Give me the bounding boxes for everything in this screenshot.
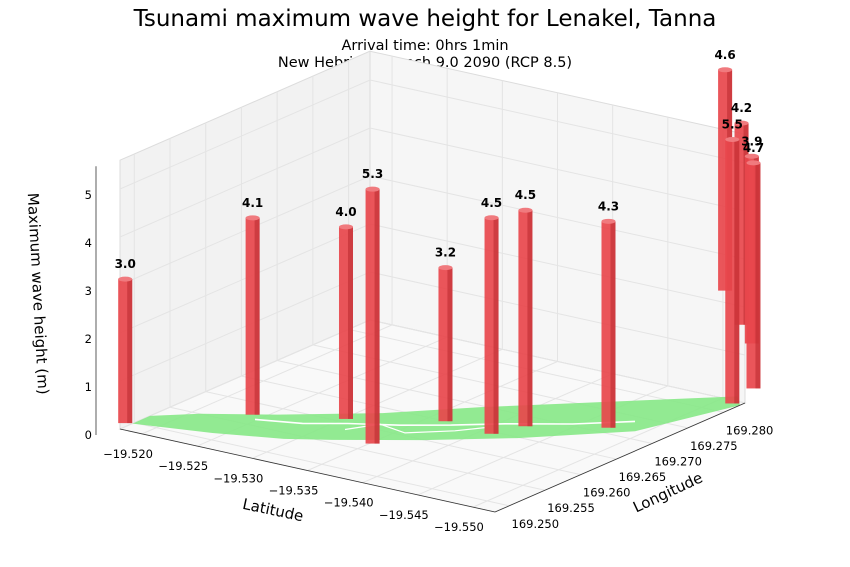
- bar-top-4: [438, 265, 453, 271]
- bar-top-2: [338, 224, 353, 230]
- bar-top-0: [118, 276, 133, 282]
- bar-value-label: 5.5: [722, 117, 743, 131]
- x-axis-title: Latitude: [241, 495, 305, 525]
- bar-value-label: 3.0: [115, 257, 136, 271]
- bar-top-3: [365, 186, 380, 192]
- bar-value-label: 4.6: [714, 48, 735, 62]
- z-tick-label: 5: [85, 188, 92, 202]
- bar-shade-2: [347, 226, 353, 419]
- chart-title: Tsunami maximum wave height for Lenakel,…: [133, 6, 717, 32]
- bar-top-12: [718, 67, 733, 73]
- wall-gridline-z: [119, 79, 746, 190]
- wall-gridline-z: [119, 175, 746, 286]
- x-tick-label: −19.540: [324, 496, 374, 510]
- bar-top-9: [746, 160, 761, 166]
- x-tick-label: −19.550: [434, 520, 484, 534]
- bar-value-label: 4.7: [743, 141, 764, 155]
- z-tick-label: 4: [85, 236, 92, 250]
- bar-top-1: [245, 215, 260, 221]
- bar-top-5: [484, 215, 499, 221]
- wall-gridline-z: [119, 127, 746, 238]
- z-tick-label: 0: [85, 428, 92, 442]
- bar-shade-1: [254, 217, 260, 415]
- bar-top-8: [725, 136, 740, 142]
- z-tick-label: 3: [85, 284, 92, 298]
- bar-value-label: 4.0: [335, 205, 356, 219]
- land-area: [132, 396, 740, 441]
- z-axis-title: Maximum wave height (m): [24, 192, 53, 395]
- y-tick-label: 169.260: [583, 486, 631, 500]
- x-tick-label: −19.545: [379, 508, 429, 522]
- y-axis-line: [494, 402, 746, 513]
- z-tick-label: 1: [85, 380, 92, 394]
- bar-top-11: [734, 120, 749, 126]
- bar-shade-8: [734, 139, 740, 404]
- x-tick-label: −19.530: [213, 471, 263, 485]
- bar-value-label: 5.3: [362, 167, 383, 181]
- bar-top-10: [744, 153, 759, 159]
- x-tick-label: −19.520: [103, 447, 153, 461]
- z-tick-label: 2: [85, 332, 92, 346]
- bar-shade-6: [527, 210, 533, 427]
- y-tick-label: 169.275: [690, 439, 738, 453]
- road-network: [254, 418, 636, 427]
- bar-shade-0: [127, 279, 133, 424]
- bar-value-label: 4.2: [731, 101, 752, 115]
- bar-top-6: [518, 207, 533, 213]
- floor-gridline-y: [134, 422, 510, 507]
- x-tick-label: −19.535: [269, 484, 319, 498]
- bar-value-label: 4.1: [242, 196, 263, 210]
- bar-shade-3: [374, 189, 380, 444]
- y-tick-label: 169.265: [619, 470, 667, 484]
- floor-gridline-y: [348, 328, 724, 413]
- bar-shade-4: [447, 267, 453, 422]
- y-tick-label: 169.280: [726, 423, 774, 437]
- bar-value-label: 4.5: [515, 188, 536, 202]
- x-tick-label: −19.525: [158, 459, 208, 473]
- chart-subtitle-arrival: Arrival time: 0hrs 1min: [341, 38, 509, 54]
- y-tick-label: 169.270: [654, 454, 702, 468]
- bar-value-label: 4.3: [598, 199, 619, 213]
- x-axis-line: [119, 428, 496, 513]
- bar-shade-9: [755, 162, 761, 389]
- bar-value-label: 4.5: [481, 196, 502, 210]
- bar-shade-5: [493, 217, 499, 434]
- bar-value-label: 3.9: [741, 134, 762, 148]
- bar-value-label: 3.2: [435, 246, 456, 260]
- y-tick-label: 169.255: [547, 501, 595, 515]
- bar-top-7: [601, 218, 616, 224]
- y-tick-label: 169.250: [512, 517, 560, 531]
- bar-shade-7: [610, 221, 616, 428]
